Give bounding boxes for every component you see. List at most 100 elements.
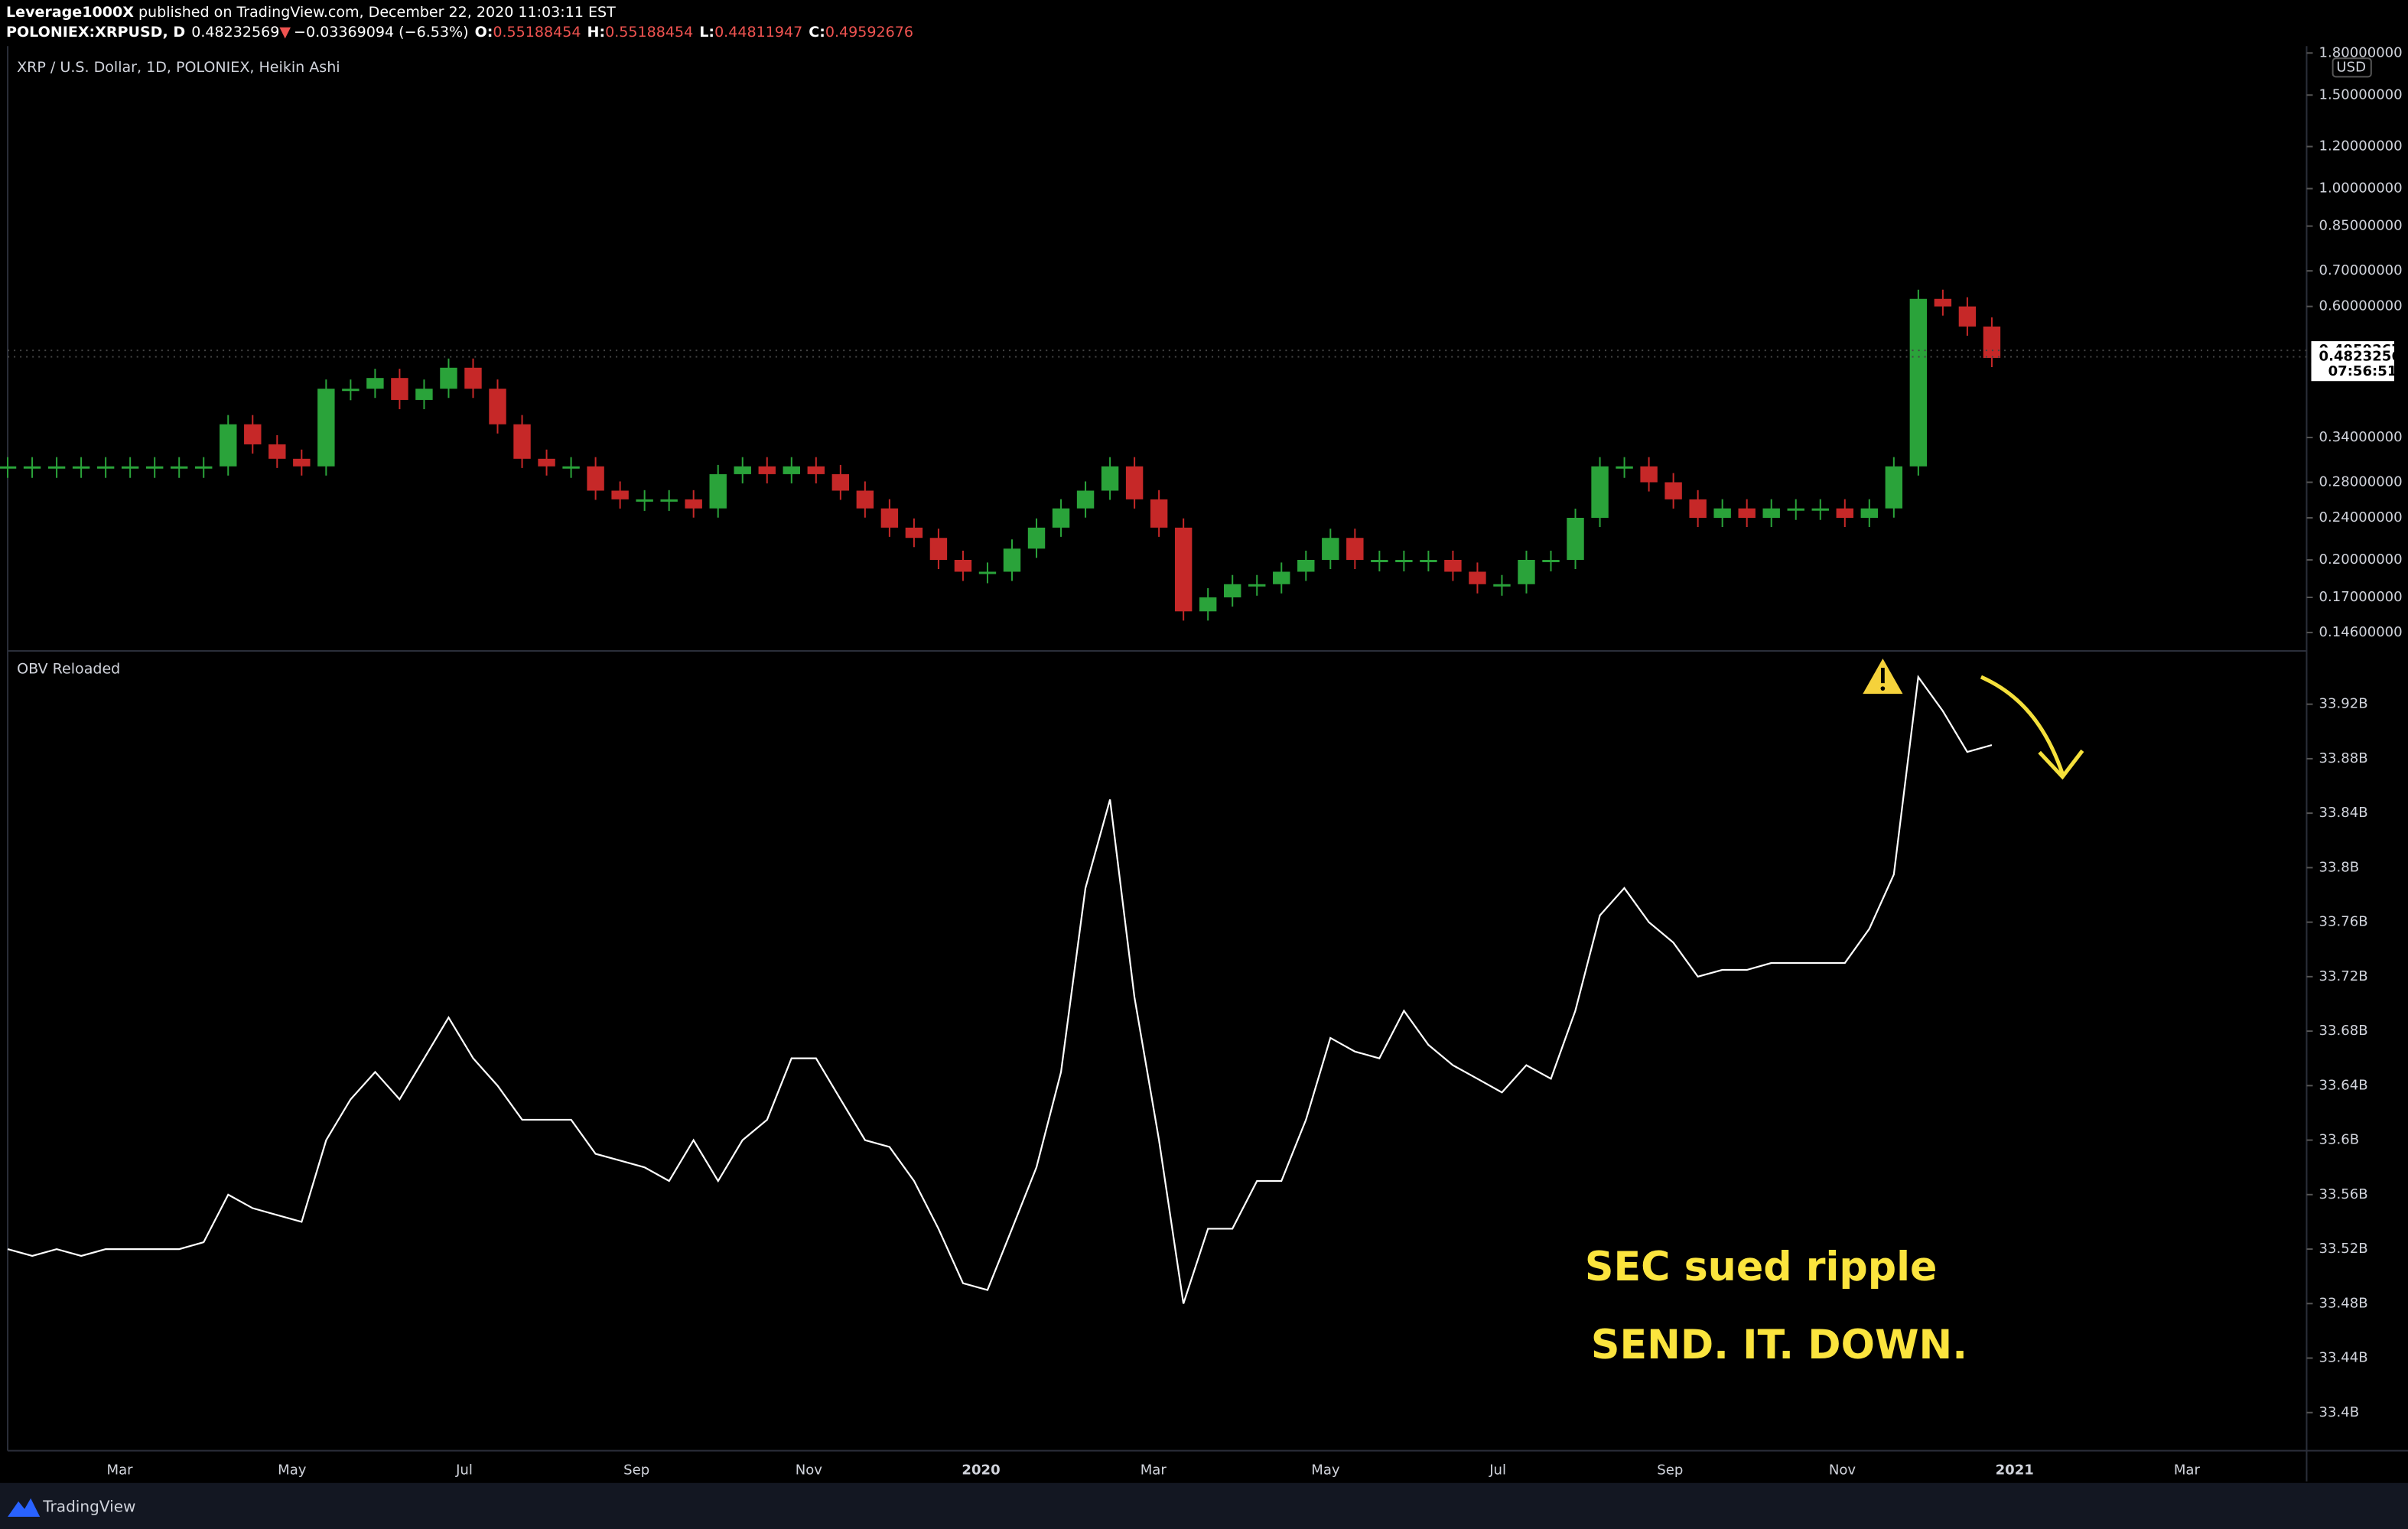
candle-body [317,389,335,467]
candle-body [611,490,629,499]
candle-body [783,466,800,474]
currency: USD [2336,59,2366,75]
candle-body [538,458,555,467]
candle-body [1346,538,1364,560]
candles [0,289,2001,621]
candle-body [1860,508,1879,518]
candle-body [636,499,653,502]
candle-body [145,466,164,469]
candle-body [195,466,213,469]
y-tick-label: 0.60000000 [2319,298,2403,314]
price-legend: XRP / U.S. Dollar, 1D, POLONIEX, Heikin … [17,59,340,76]
candle-body [1762,508,1780,518]
countdown: 07:56:51 [2328,363,2397,379]
x-tick-label: Jul [455,1462,473,1479]
annotation: SEND. IT. DOWN. [1591,1322,1967,1368]
candle-body [1934,298,1952,307]
candle-body [734,466,751,474]
candle-body [415,389,433,400]
candle-body [220,424,237,467]
candle-body [1616,466,1633,469]
candle-body [856,490,874,509]
y-tick-label: 33.64B [2319,1077,2368,1093]
obv-legend: OBV Reloaded [17,661,120,678]
candle-body [342,389,360,392]
candle-body [1885,466,1903,509]
candle-body [268,444,286,459]
candle-body [440,367,457,389]
y-tick-label: 1.50000000 [2319,86,2403,102]
candle-body [1713,508,1731,518]
candle-body [954,559,972,572]
candle-body [464,367,482,389]
y-tick-label: 33.84B [2319,805,2368,821]
candle-body [1248,584,1266,587]
candle-body [1003,548,1021,572]
y-tick-label: 33.92B [2319,696,2368,712]
x-tick-label: Mar [107,1462,134,1479]
down-arrow: ▼ [279,24,291,41]
header-line-1: Leverage1000X published on TradingView.co… [6,4,616,21]
candle-body [121,466,139,469]
brand: TradingView [42,1497,135,1515]
x-tick-label: Jul [1489,1462,1506,1479]
candle-body [1836,508,1853,518]
footer-bar [0,1482,2408,1529]
x-tick-label: Mar [1141,1462,1167,1479]
candle-body [1591,466,1609,518]
x-tick-label: May [1311,1462,1340,1479]
candle-body [1052,508,1070,528]
candle-body [1542,559,1560,562]
candle-body [587,466,604,491]
candle-body [1689,499,1707,518]
candle-body [1811,508,1829,511]
candle-body [905,527,923,538]
close: 0.49592676 [825,24,913,41]
candle-body [47,466,66,469]
candle-body [1444,559,1462,572]
candle-body [1027,527,1046,549]
candle-body [1101,466,1119,491]
candle-body [1958,306,1977,327]
x-tick-label: Mar [2174,1462,2201,1479]
candle-body [1174,527,1193,612]
candle-body [978,571,997,574]
candle-body [23,466,41,469]
candle-body [1076,490,1095,509]
candle-body [1371,559,1388,562]
candle-body [880,508,899,528]
countdown-box [2311,363,2394,382]
x-tick-label: May [278,1462,307,1479]
x-tick-label: Sep [623,1462,649,1479]
y-tick-label: 33.68B [2319,1023,2368,1039]
x-tick-label: 2020 [962,1462,1000,1479]
x-tick-label: 2021 [1996,1462,2034,1479]
y-tick-label: 33.88B [2319,750,2368,766]
candle-body [1493,584,1511,587]
y-tick-label: 33.8B [2319,859,2360,875]
candle-body [1518,559,1535,584]
y-tick-label: 33.44B [2319,1350,2368,1366]
candle-body [170,466,188,469]
symbol: POLONIEX:XRPUSD, D [6,24,185,41]
candle-body [244,424,262,444]
header-line-2: POLONIEX:XRPUSD, D 0.48232569▼ −0.03369094… [6,24,913,41]
candle-body [831,473,850,491]
candle-body [96,466,115,469]
candle-body [1322,538,1339,560]
candle-body [660,499,678,502]
candle-body [1420,559,1437,562]
published: published on TradingView.com, December 2… [138,4,616,21]
brand-logo [8,1498,41,1517]
candle-body [1150,499,1168,528]
candle-body [758,466,776,474]
author: Leverage1000X [6,4,134,21]
candle-body [709,473,727,509]
y-tick-label: 0.24000000 [2319,509,2403,525]
x-tick-label: Nov [796,1462,823,1479]
y-tick-label: 33.48B [2319,1295,2368,1311]
candle-body [562,466,580,469]
price-label: 0.48232569 [2319,348,2408,364]
candle-body [1640,466,1658,483]
